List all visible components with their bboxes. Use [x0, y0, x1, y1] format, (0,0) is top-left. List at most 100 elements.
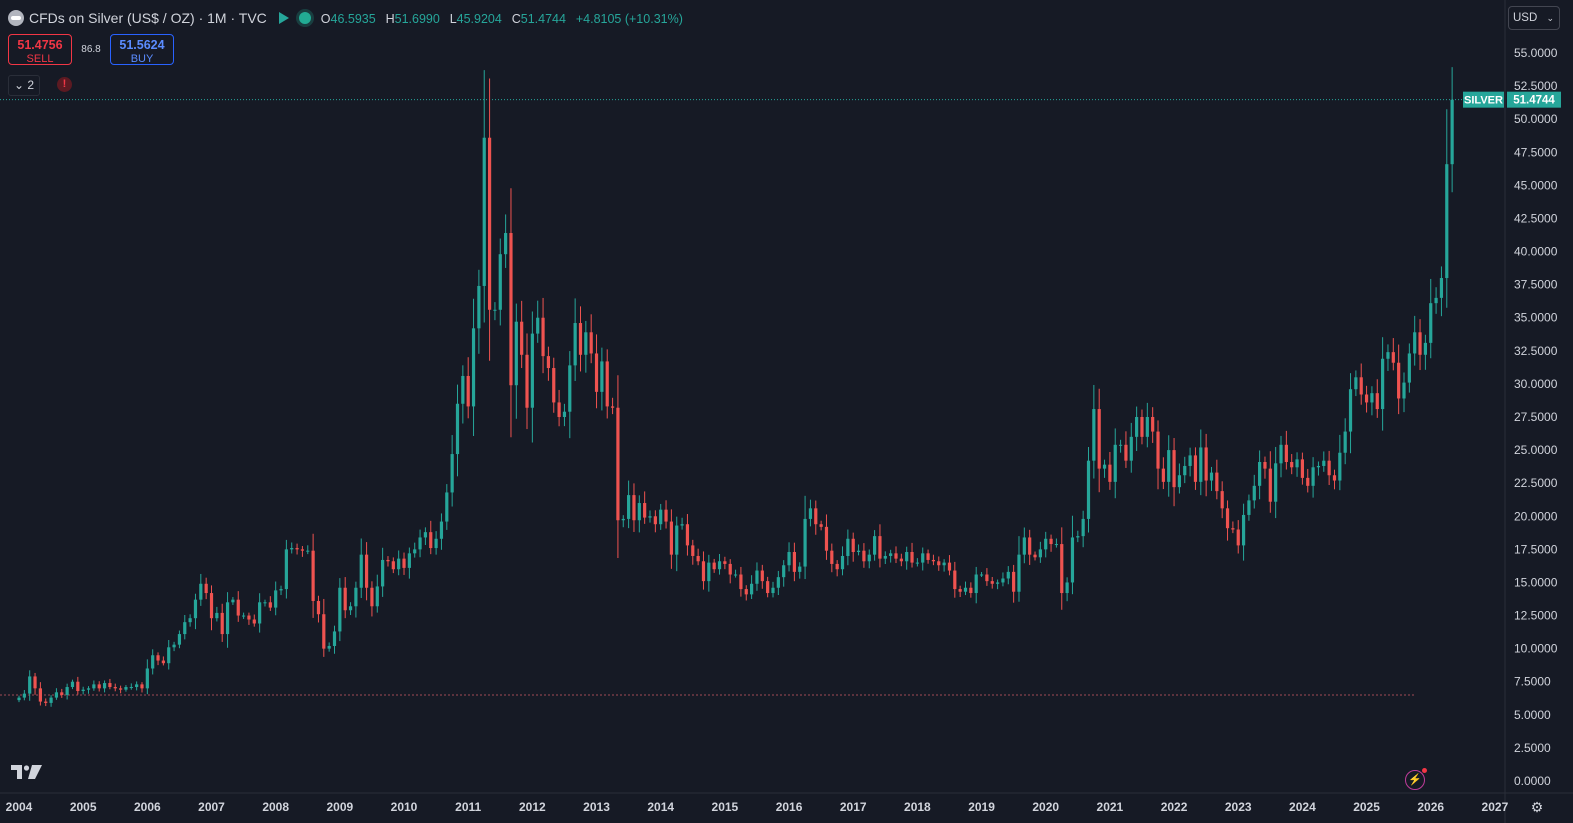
candle — [1258, 450, 1262, 500]
buy-button[interactable]: 51.5624 BUY — [110, 34, 174, 65]
symbol-title[interactable]: CFDs on Silver (US$ / OZ) · 1M · TVC — [29, 10, 267, 26]
candle — [792, 542, 796, 582]
candle — [1397, 344, 1401, 415]
candle-body — [1140, 417, 1144, 437]
candle-body — [894, 553, 898, 559]
candle-body — [199, 583, 203, 600]
candle — [509, 188, 513, 438]
buy-price: 51.5624 — [119, 38, 165, 52]
currency-select[interactable]: USD ⌄ — [1508, 6, 1560, 30]
candle — [723, 556, 727, 570]
candle — [124, 685, 128, 692]
lightning-icon[interactable]: ⚡ — [1405, 768, 1427, 790]
time-axis[interactable]: 2004 2005 2006 2007 2008 2009 2010 2011 2012 2013… — [6, 800, 1509, 814]
candle-body — [1183, 465, 1187, 476]
candle — [600, 347, 604, 411]
candle — [808, 499, 813, 527]
market-status-icon[interactable] — [298, 12, 311, 24]
candle-body — [391, 561, 395, 570]
candle-body — [1070, 537, 1075, 583]
tradingview-logo-icon[interactable] — [11, 764, 43, 780]
ohlc-close: 51.4744 — [520, 12, 566, 26]
currency-value: USD — [1513, 12, 1538, 24]
candle-body — [1017, 554, 1021, 592]
candle-body — [1274, 463, 1278, 502]
candle-body — [1381, 358, 1385, 410]
candle — [108, 678, 112, 690]
candle — [455, 384, 460, 477]
candle-body — [589, 332, 593, 354]
candle-body — [332, 631, 337, 646]
flag-icon[interactable] — [278, 12, 289, 24]
candle — [381, 547, 385, 597]
candle-body — [883, 555, 887, 559]
candle-body — [1311, 467, 1315, 486]
candle-body — [990, 581, 994, 584]
candle — [1022, 527, 1026, 564]
candle — [413, 542, 417, 558]
candle-body — [1065, 582, 1069, 594]
candle-body — [1193, 455, 1198, 482]
candle — [86, 686, 91, 694]
sell-button[interactable]: 51.4756 SELL — [8, 34, 72, 65]
last-price-symbol-tag — [1463, 91, 1504, 108]
candle — [402, 552, 406, 575]
candle-body — [1172, 450, 1176, 488]
candle — [787, 542, 791, 572]
candle — [1140, 409, 1144, 445]
candle-body — [279, 589, 283, 591]
candle — [1348, 373, 1353, 454]
candle — [1129, 422, 1133, 473]
candle — [44, 698, 48, 707]
candle — [873, 530, 877, 561]
candle — [450, 435, 454, 507]
x-tick-label: 2012 — [519, 800, 546, 814]
candle-body — [889, 553, 893, 556]
candle — [188, 614, 192, 627]
candle-body — [306, 550, 310, 552]
candle-body — [119, 688, 123, 690]
candle-body — [1236, 529, 1240, 546]
price-axis[interactable]: 55.0000 52.5000 50.0000 47.5000 45.0000 42.50… — [1514, 46, 1558, 788]
candle — [643, 491, 647, 524]
candle — [1049, 534, 1053, 552]
candle-body — [1097, 409, 1101, 469]
candle — [1375, 379, 1379, 418]
candle-body — [466, 375, 470, 407]
candle-body — [327, 645, 331, 649]
candle — [835, 560, 839, 577]
candle — [76, 676, 80, 695]
candle — [1364, 385, 1369, 413]
indicators-toggle[interactable]: ⌄ 2 — [8, 75, 40, 96]
candle — [60, 688, 64, 698]
candle — [247, 612, 251, 625]
warning-icon[interactable]: ! — [57, 77, 72, 92]
candle-body — [995, 582, 1000, 584]
candle — [102, 680, 107, 693]
y-tick-label: 12.5000 — [1514, 609, 1558, 623]
candle — [97, 681, 101, 692]
candle-body — [338, 587, 342, 632]
candle-body — [830, 550, 834, 564]
gear-icon[interactable]: ⚙ — [1530, 799, 1544, 815]
y-tick-label: 47.5000 — [1514, 145, 1558, 159]
candle — [236, 591, 240, 622]
candle-body — [33, 676, 37, 689]
candle-body — [81, 689, 85, 691]
y-tick-label: 50.0000 — [1514, 112, 1558, 126]
candle — [290, 542, 294, 554]
candle-body — [787, 552, 791, 566]
candle-body — [241, 615, 246, 617]
candle-body — [1263, 462, 1267, 469]
y-tick-label: 5.0000 — [1514, 708, 1551, 722]
candle — [65, 683, 69, 700]
candle — [733, 569, 738, 578]
candle-body — [760, 570, 764, 582]
x-tick-label: 2007 — [198, 800, 225, 814]
candle-body — [445, 492, 449, 522]
candle-body — [728, 563, 732, 575]
candle — [1359, 363, 1363, 405]
candle-body — [429, 532, 433, 549]
candle-body — [386, 559, 390, 562]
